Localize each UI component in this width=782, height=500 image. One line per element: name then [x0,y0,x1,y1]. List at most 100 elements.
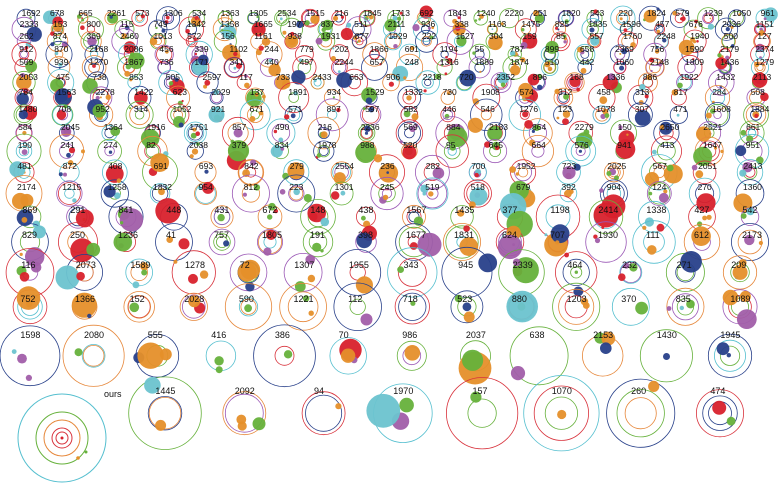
orbit-ring [361,54,388,81]
planet [404,345,421,361]
planetary-system: 1236 [113,230,138,252]
planet [474,19,478,22]
system-id-label: 886 [643,72,657,82]
planet [195,131,200,136]
planetary-system: 1435 [450,205,474,229]
planet [462,349,484,371]
system-id-label: 1480 [18,104,37,114]
planetary-system: 1760 [617,31,642,52]
planet [291,70,306,85]
planet [432,167,445,179]
system-id-label: 638 [530,330,545,340]
planet [355,142,377,163]
planet [382,194,389,201]
planetary-system: 518 [463,179,492,209]
orbit-ring [360,104,382,126]
planet [330,56,336,61]
orbit-ring [277,174,316,213]
reference-planet-orange [76,456,80,460]
orbit-ring [610,5,636,31]
orbit-ring [570,266,583,279]
planet [463,311,475,323]
orbit-ring [186,124,205,142]
planet [58,62,63,67]
planetary-system: 307 [628,102,653,128]
orbit-ring [671,89,687,106]
system-id-label: 2352 [496,72,515,82]
planet [415,123,419,127]
planet [759,56,762,60]
planetary-system: 2051 [691,160,717,185]
planet [181,99,184,103]
planet [563,93,570,100]
orbit-ring [697,7,720,30]
planet [606,171,612,176]
planetary-system: 341 [223,56,246,79]
system-id-label: 1831 [454,230,474,240]
planetary-system: 1931 [315,31,340,51]
planetary-system: 877 [351,31,369,50]
planet [320,249,324,253]
orbit-ring [52,104,73,126]
orbit-ring [645,57,665,78]
planetary-system: 590 [224,283,273,331]
planet [740,129,747,136]
system-id-label: 216 [318,122,332,132]
planet [497,72,509,84]
planetary-system: 1567 [402,204,426,229]
planetary-system: 1590 [678,39,704,63]
orbit-ring [606,378,676,448]
planetary-system: 2413 [736,159,764,186]
orbit-ring [756,63,764,72]
system-id-label: 1929 [388,31,407,41]
planet [25,374,32,381]
planet [702,215,707,221]
orbit-ring [442,109,454,121]
planet [67,160,74,166]
planet [412,24,420,32]
system-id-label: 1884 [750,104,769,114]
planetary-system: 2153 [582,330,624,377]
planetary-system: 1078 [592,104,615,125]
system-id-label: 1760 [623,31,642,41]
planet [478,18,481,21]
planet [454,294,463,303]
planetary-system: 1843 [443,8,467,28]
system-id-label: 1301 [335,182,354,192]
system-id-label: 1945 [720,330,740,340]
planetary-system: 664 [521,135,555,168]
planetary-system: 72 [229,253,268,292]
orbit-ring [186,142,204,160]
planetary-system: 787 [507,44,524,62]
planet [557,409,567,420]
system-id-label: 572 [187,31,201,41]
planet [87,36,97,47]
planet [547,66,553,72]
planet [322,19,333,31]
planet [656,29,661,34]
system-id-label: 1336 [606,72,625,82]
planet [215,366,223,374]
planet [312,242,322,252]
planet [204,79,211,86]
planet [655,46,658,49]
orbit-ring [18,49,30,60]
planetary-system: 457 [654,19,670,35]
planetary-system: 191 [302,226,334,258]
planet [166,236,173,243]
planet [686,299,695,309]
system-id-label: 664 [532,140,546,150]
planetary-system: 1358 [212,17,239,42]
orbit-ring [509,326,569,386]
reference-orbit-orange [43,419,81,457]
planet [573,163,581,171]
planetary-system: 645 [483,139,508,164]
planet [758,30,765,36]
orbit-ring [628,102,653,128]
planet [726,353,731,358]
planetary-system: 1831 [442,222,481,261]
planet [336,72,352,88]
planet [68,147,76,154]
orbit-ring [421,35,432,47]
planet [95,95,100,101]
